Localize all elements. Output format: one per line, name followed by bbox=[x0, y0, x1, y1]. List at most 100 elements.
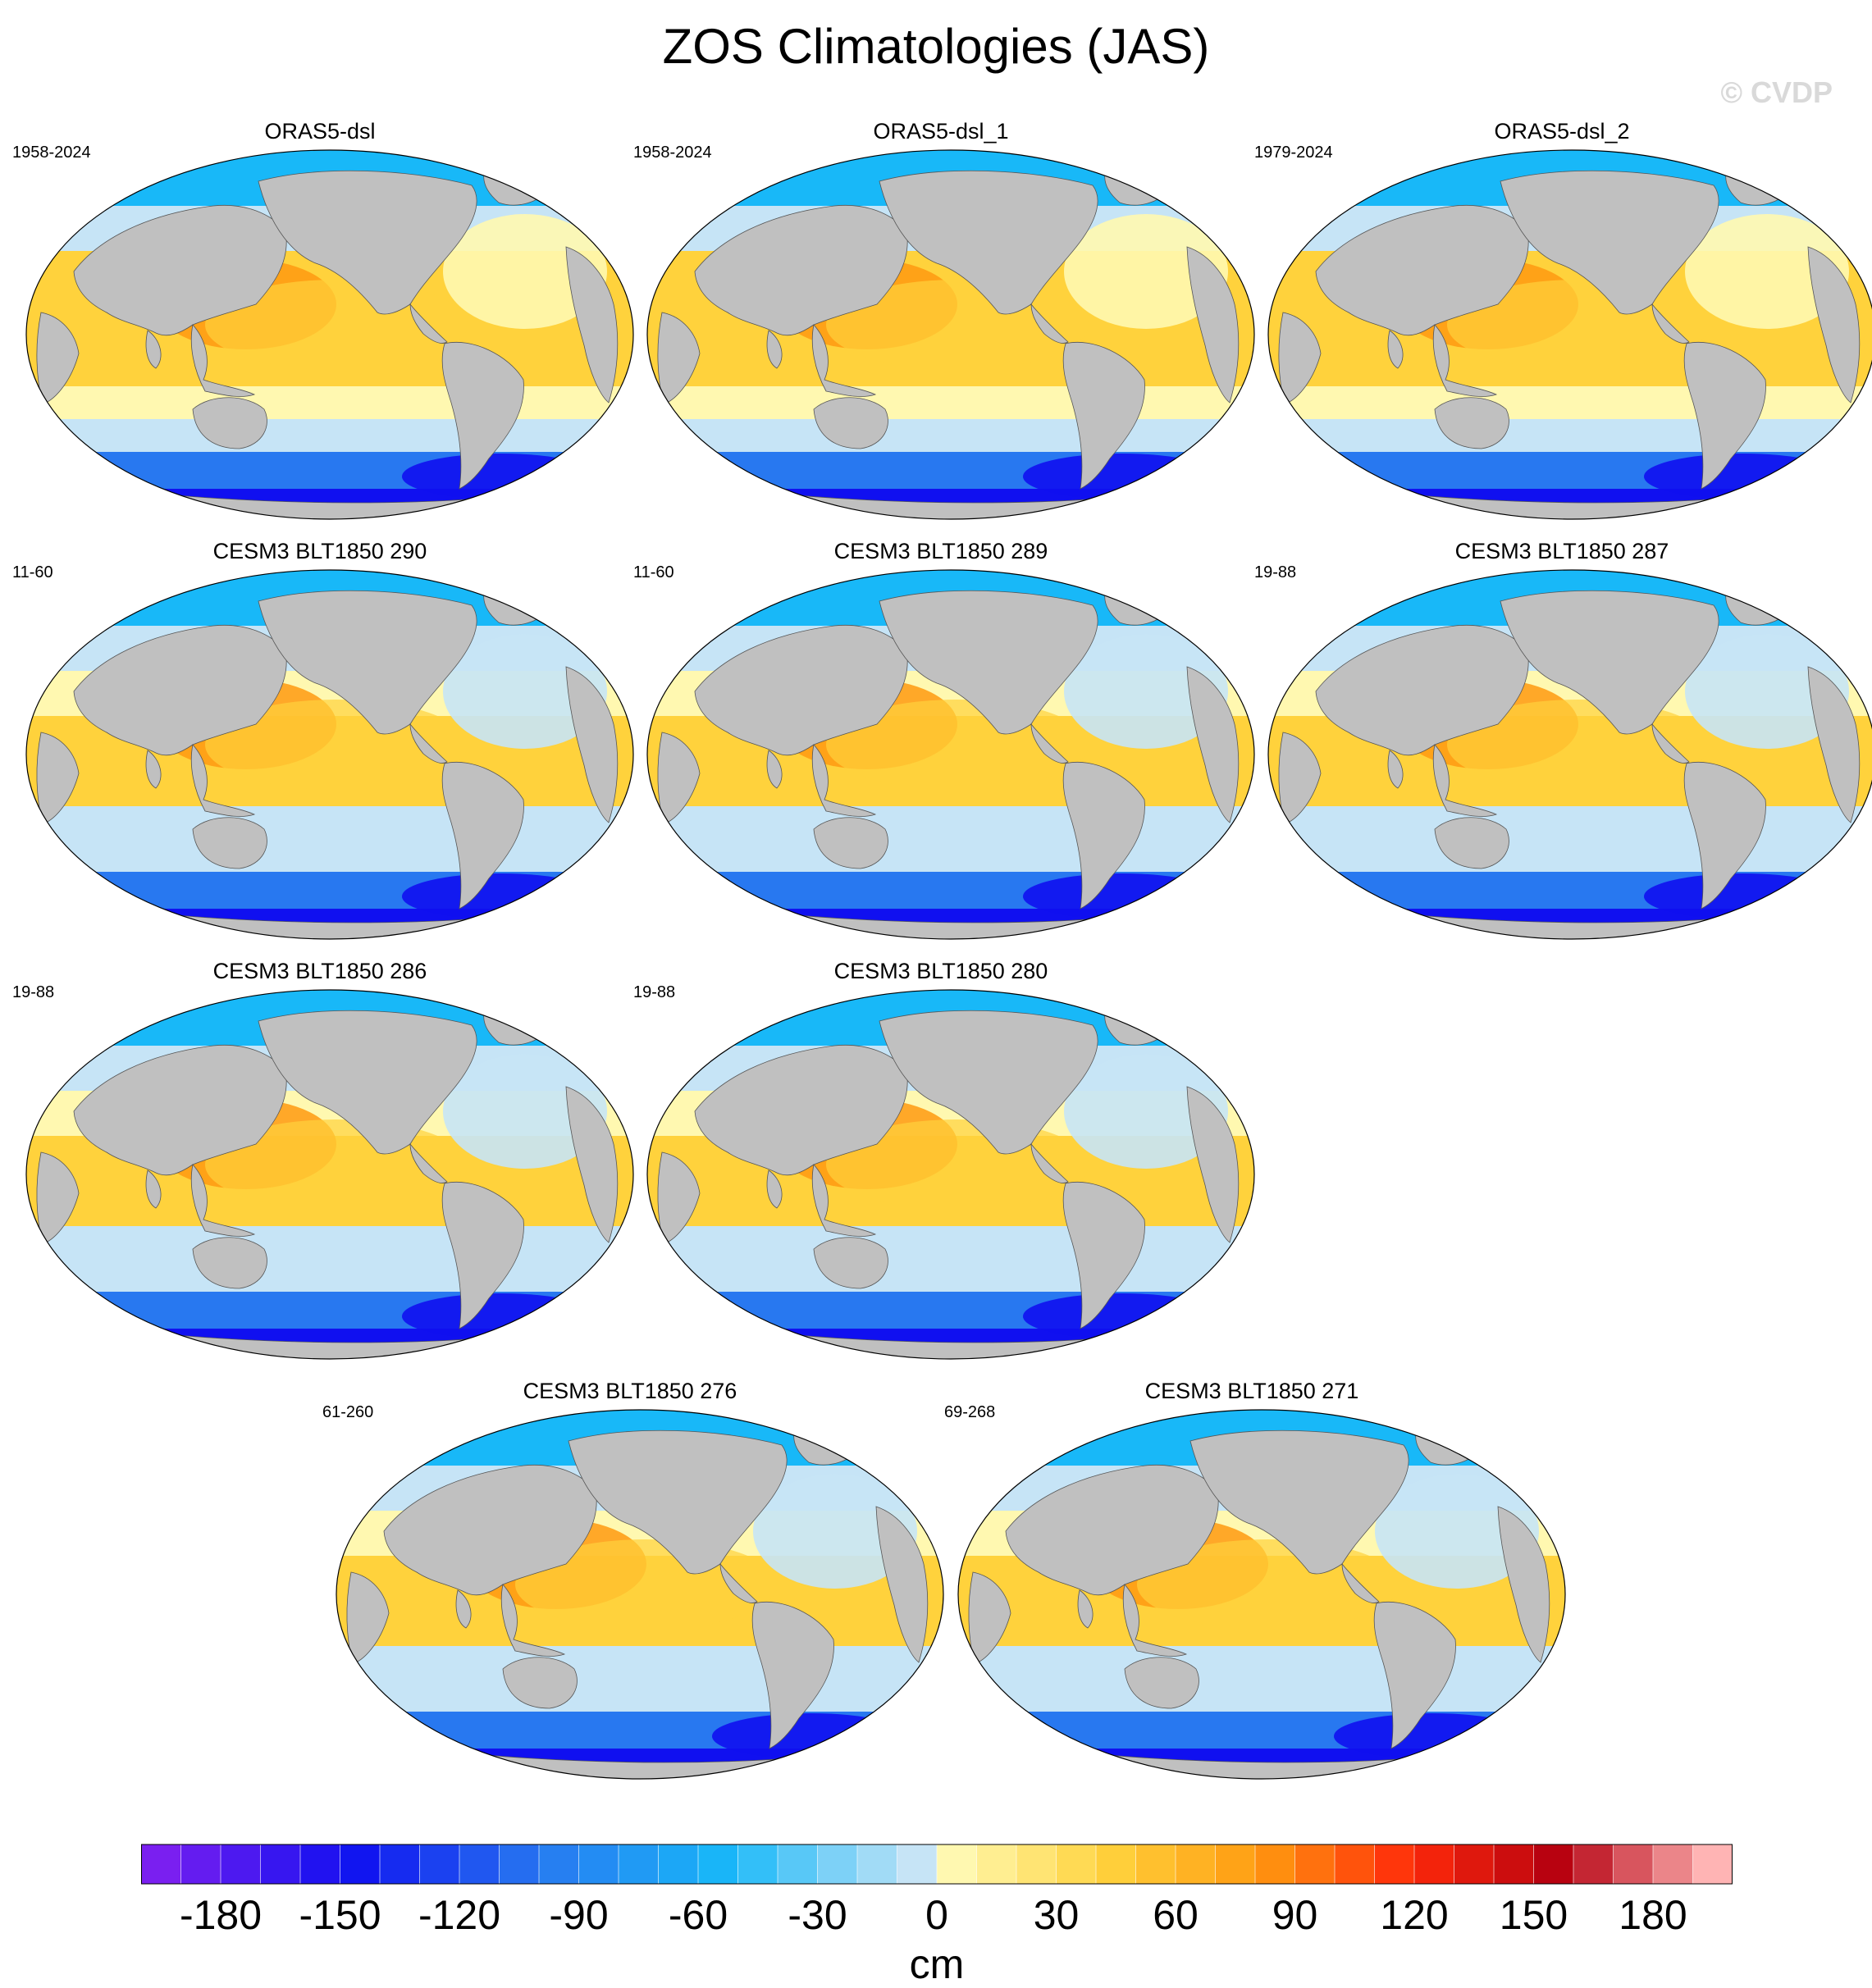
colorbar-tick-label: 120 bbox=[1380, 1892, 1449, 1938]
land-mass bbox=[1186, 1086, 1240, 1243]
land-mass bbox=[455, 1589, 472, 1629]
colorbar-bin bbox=[1533, 1844, 1574, 1885]
map-outline bbox=[646, 149, 1255, 520]
land-mass bbox=[1062, 762, 1145, 910]
colorbar-tick-label: -60 bbox=[668, 1892, 728, 1938]
map-panel: ORAS5-dsl 1958-2024 bbox=[12, 119, 634, 520]
land-mass bbox=[565, 666, 619, 823]
southern-ocean-low bbox=[1023, 1293, 1220, 1339]
land-mass bbox=[145, 750, 162, 789]
colorbar-bin bbox=[220, 1844, 262, 1885]
atlantic-region bbox=[1685, 214, 1849, 329]
panel-period: 19-88 bbox=[12, 983, 55, 1001]
figure-title: ZOS Climatologies (JAS) bbox=[662, 19, 1210, 74]
land-mass bbox=[1807, 246, 1861, 404]
zos-map bbox=[25, 569, 634, 940]
land-mass bbox=[879, 590, 1098, 735]
map-outline bbox=[336, 1409, 944, 1780]
sea-level-band bbox=[647, 806, 1254, 839]
colorbar-bin bbox=[1454, 1844, 1495, 1885]
map-panel: ORAS5-dsl_2 1979-2024 bbox=[1254, 119, 1872, 520]
land-mass bbox=[1186, 246, 1240, 404]
land-mass bbox=[409, 723, 448, 764]
atlantic-region bbox=[443, 1054, 607, 1169]
colorbar-frame bbox=[141, 1844, 1733, 1885]
land-mass bbox=[190, 1164, 256, 1237]
zos-map bbox=[336, 1409, 944, 1780]
colorbar-bin bbox=[180, 1844, 221, 1885]
sea-level-band bbox=[26, 839, 633, 872]
land-mass bbox=[1189, 1429, 1409, 1575]
atlantic-region bbox=[443, 634, 607, 749]
land-mass bbox=[258, 1010, 477, 1155]
colorbar-bin bbox=[340, 1844, 381, 1885]
colorbar-tick-label: -30 bbox=[788, 1892, 847, 1938]
colorbar-bin bbox=[1135, 1844, 1176, 1885]
colorbar-tick-label: 150 bbox=[1499, 1892, 1568, 1938]
colorbar-bin bbox=[697, 1844, 739, 1885]
land-mass bbox=[1062, 1182, 1145, 1329]
land-mass bbox=[694, 624, 908, 756]
colorbar-bin bbox=[499, 1844, 540, 1885]
land-mass bbox=[1062, 342, 1145, 490]
sea-level-band bbox=[647, 839, 1254, 872]
panel-period: 19-88 bbox=[1254, 563, 1297, 581]
land-mass bbox=[73, 204, 287, 336]
colorbar-bin bbox=[777, 1844, 819, 1885]
colorbar-bin bbox=[1413, 1844, 1455, 1885]
land-mass bbox=[657, 1151, 701, 1245]
land-mass bbox=[813, 817, 888, 869]
map-outline bbox=[25, 149, 634, 520]
colorbar-bin bbox=[1692, 1844, 1733, 1885]
land-mass bbox=[192, 1237, 267, 1289]
panel-period: 69-268 bbox=[944, 1403, 996, 1421]
atlantic-region bbox=[753, 1474, 917, 1589]
land-mass bbox=[1030, 1142, 1069, 1183]
land-mass bbox=[258, 590, 477, 735]
land-mass bbox=[36, 732, 80, 825]
map-panel: CESM3 BLT1850 271 69-268 bbox=[944, 1379, 1566, 1780]
zos-map bbox=[646, 989, 1255, 1360]
land-mass bbox=[409, 1142, 448, 1183]
land-mass bbox=[1341, 1562, 1380, 1603]
sea-level-band bbox=[1268, 839, 1872, 872]
colorbar-bin bbox=[737, 1844, 778, 1885]
land-mass bbox=[813, 1237, 888, 1289]
land-mass bbox=[565, 1086, 619, 1243]
colorbar-bin bbox=[1374, 1844, 1415, 1885]
zos-map bbox=[25, 149, 634, 520]
zos-map bbox=[646, 569, 1255, 940]
land-mass bbox=[565, 246, 619, 404]
colorbar-bin bbox=[1095, 1844, 1137, 1885]
map-panel: CESM3 BLT1850 280 19-88 bbox=[633, 959, 1255, 1360]
panel-title: ORAS5-dsl_1 bbox=[873, 119, 1009, 144]
colorbar-bin bbox=[141, 1844, 182, 1885]
map-outline bbox=[25, 569, 634, 940]
southern-ocean-low bbox=[1644, 873, 1841, 919]
panel-title: CESM3 BLT1850 280 bbox=[833, 959, 1048, 983]
land-mass bbox=[1315, 204, 1529, 336]
land-mass bbox=[36, 312, 80, 405]
colorbar-tick-label: -90 bbox=[549, 1892, 609, 1938]
land-mass bbox=[1005, 1464, 1219, 1596]
land-mass bbox=[145, 330, 162, 369]
sea-level-band bbox=[647, 1259, 1254, 1292]
colorbar-bin bbox=[578, 1844, 619, 1885]
land-mass bbox=[1278, 732, 1322, 825]
sea-level-band bbox=[26, 419, 633, 452]
panel-period: 19-88 bbox=[633, 983, 676, 1001]
panel-period: 1958-2024 bbox=[633, 144, 712, 162]
land-mass bbox=[811, 324, 877, 397]
map-panel: CESM3 BLT1850 290 11-60 bbox=[12, 539, 634, 940]
colorbar-tick-label: 60 bbox=[1153, 1892, 1199, 1938]
land-mass bbox=[766, 1170, 783, 1209]
sea-level-band bbox=[26, 806, 633, 839]
colorbar-bin bbox=[459, 1844, 500, 1885]
southern-ocean-low bbox=[402, 454, 599, 499]
colorbar-swatches bbox=[141, 1844, 1733, 1885]
land-mass bbox=[1434, 817, 1509, 869]
map-panel: CESM3 BLT1850 276 61-260 bbox=[322, 1379, 944, 1780]
land-mass bbox=[383, 1464, 597, 1596]
panel-period: 11-60 bbox=[12, 563, 53, 581]
land-mass bbox=[500, 1584, 566, 1657]
